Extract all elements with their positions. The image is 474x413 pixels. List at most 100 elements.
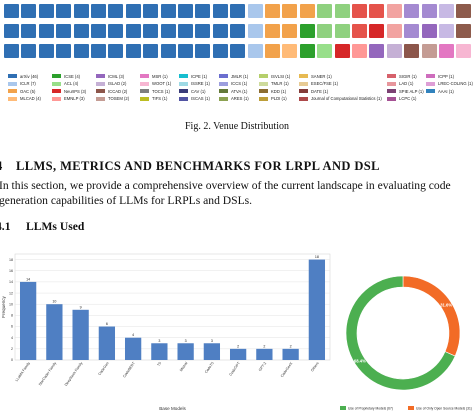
waffle-cell (125, 4, 141, 18)
legend-swatch (219, 89, 228, 94)
waffle-cell (369, 4, 385, 18)
y-tick-label: 0 (11, 358, 13, 362)
legend-label: SANER (1) (311, 73, 332, 79)
legend-label: TMLR (1) (271, 81, 289, 87)
waffle-cell (178, 44, 193, 58)
subsection-title: LLMs Used (26, 220, 85, 233)
waffle-cell (369, 24, 385, 38)
waffle-cell (4, 4, 19, 18)
waffle-cell (352, 4, 367, 18)
legend-item: arXiv (46) (8, 73, 38, 79)
legend-item: ESEC/FSE (1) (299, 81, 338, 87)
legend-swatch (140, 74, 149, 78)
waffle-cell (4, 44, 19, 58)
y-tick-label: 4 (11, 336, 13, 340)
waffle-cell (247, 4, 263, 18)
legend-item: ICPE (1) (179, 73, 207, 79)
legend-swatch (387, 96, 396, 101)
waffle-cell (265, 4, 280, 18)
waffle-cell (21, 24, 37, 38)
waffle-cell (421, 44, 437, 58)
bar (151, 343, 168, 360)
legend-swatch (96, 81, 105, 86)
waffle-cell (230, 44, 246, 58)
legend-label: LCPC (1) (399, 96, 417, 102)
legend-item: ICLR (7) (8, 81, 36, 87)
legend-label: ICCS (1) (231, 81, 248, 87)
waffle-cell (108, 44, 124, 58)
waffle-cell (404, 44, 420, 58)
bar (72, 309, 89, 360)
legend-item: SPIE ALP (1) (387, 88, 424, 94)
legend-label: ISSRE (1) (191, 81, 210, 87)
legend-label: OAC (5) (20, 88, 36, 94)
legend-swatch (96, 74, 105, 78)
legend-label: KDD (1) (271, 88, 287, 94)
legend-swatch (8, 74, 17, 78)
waffle-cell (56, 44, 72, 58)
legend-swatch (52, 96, 61, 101)
legend-item: MSR (1) (140, 73, 168, 79)
waffle-cell (334, 44, 350, 58)
legend-label: ICSE (4) (64, 73, 81, 79)
legend-swatch (219, 96, 228, 101)
legend-label: SPIE ALP (1) (399, 88, 424, 94)
x-tick-label: CodeGPT (228, 361, 241, 377)
waffle-cell (4, 24, 19, 38)
waffle-cell (282, 4, 298, 18)
legend-item: ARES (1) (219, 96, 249, 102)
bar-value-label: 18 (315, 255, 319, 259)
legend-item: EMNLP (3) (52, 96, 85, 102)
legend-item: LCPC (1) (387, 96, 416, 102)
legend-swatch (259, 96, 268, 101)
legend-swatch (299, 74, 308, 78)
waffle-cell (195, 44, 211, 58)
legend-label: TOCS (1) (152, 88, 170, 94)
bar-value-label: 9 (80, 305, 82, 309)
x-axis-label: Base Models (159, 406, 186, 411)
y-tick-label: 18 (9, 258, 13, 262)
bar-value-label: 10 (52, 300, 56, 304)
legend-label: LREC-COLING (1) (438, 81, 473, 87)
legend-item: ICSE (4) (52, 73, 80, 79)
legend-item: LREC-COLING (1) (426, 81, 473, 87)
figure-caption: Fig. 2. Venue Distribution (185, 121, 289, 132)
x-tick-label: LLaMA Family (15, 361, 31, 382)
waffle-cell (265, 44, 280, 58)
waffle-cell (143, 24, 159, 38)
waffle-cell (91, 4, 106, 18)
waffle-cell (212, 44, 228, 58)
legend-swatch (219, 81, 228, 86)
legend-swatch (387, 74, 396, 78)
legend-swatch (140, 96, 149, 101)
venue-waffle-chart (0, 0, 474, 66)
waffle-cell (404, 4, 420, 18)
waffle-cell (317, 24, 333, 38)
legend-swatch (219, 74, 228, 78)
bar (256, 348, 273, 360)
legend-item: WOOT (1) (140, 81, 171, 87)
legend-item: NeurIPS (3) (52, 88, 86, 94)
waffle-cell (160, 24, 176, 38)
legend-label: CAV (1) (191, 88, 206, 94)
x-tick-label: T5 (157, 361, 163, 367)
section-heading: 4 LLMS, METRICS AND BENCHMARKS FOR LRPL … (0, 159, 380, 174)
legend-swatch (299, 96, 308, 101)
waffle-cell (212, 24, 228, 38)
legend-swatch (96, 96, 105, 101)
legend-item: ISCAS (1) (179, 96, 210, 102)
y-tick-label: 14 (9, 280, 13, 284)
legend-item: LAD (1) (387, 81, 413, 87)
waffle-cell (230, 24, 246, 38)
legend-label: ICCAD (2) (108, 88, 128, 94)
legend-item: ICCAD (2) (96, 88, 127, 94)
legend-label: PLDI (1) (271, 96, 287, 102)
bar-value-label: 3 (185, 339, 187, 343)
legend-item: CAV (1) (179, 88, 206, 94)
legend-label: EMNLP (3) (64, 96, 85, 102)
legend-swatch (8, 81, 17, 86)
legend-label: arXiv (46) (20, 73, 39, 79)
donut-slice (402, 275, 461, 357)
waffle-cell (212, 4, 228, 18)
bar (124, 337, 142, 360)
